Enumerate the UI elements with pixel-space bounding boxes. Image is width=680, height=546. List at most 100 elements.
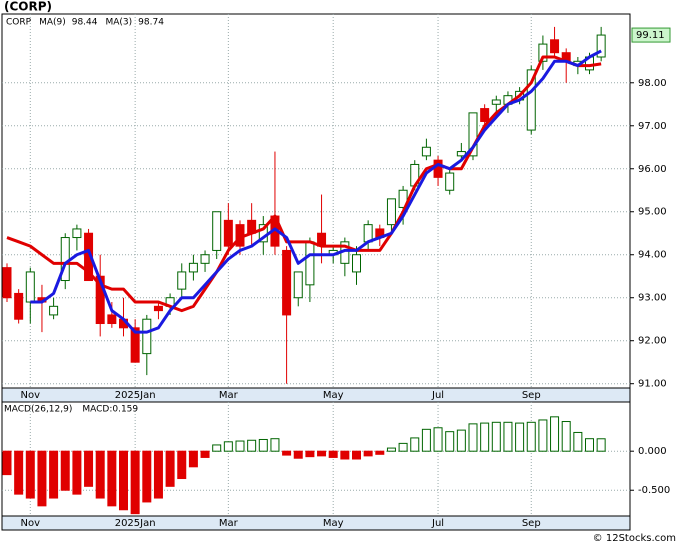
- macd-bar: [200, 450, 210, 458]
- macd-bar: [119, 450, 128, 511]
- candle-body: [212, 211, 222, 251]
- macd-bar: [60, 450, 70, 491]
- candle-body: [107, 314, 117, 325]
- footer: © 12Stocks.com: [593, 533, 676, 544]
- panel-title: MACD(26,12,9): [4, 405, 72, 415]
- macd-bar: [596, 438, 606, 452]
- candle-body: [480, 108, 490, 122]
- macd-bar: [340, 450, 350, 460]
- macd-bar: [515, 422, 525, 452]
- candle-body: [491, 99, 501, 105]
- candle-body: [95, 275, 105, 325]
- candle-body: [386, 198, 396, 226]
- macd-bar: [95, 450, 105, 499]
- macd-bar: [37, 450, 47, 507]
- macd-bar: [130, 450, 140, 515]
- candle-body: [200, 254, 210, 264]
- candle-body: [433, 159, 443, 178]
- macd-bar: [107, 450, 117, 507]
- y-tick-label: 98.00: [638, 78, 667, 89]
- macd-bar: [2, 450, 12, 476]
- x-tick-label: Sep: [522, 518, 541, 529]
- candle-body: [25, 271, 35, 303]
- macd-bar: [49, 450, 59, 499]
- candle-body: [177, 271, 187, 290]
- x-tick-label: Nov: [21, 518, 41, 529]
- candle-body: [550, 39, 560, 54]
- macd-bar: [270, 438, 280, 452]
- macd-bar: [223, 441, 233, 452]
- macd-bar: [445, 431, 455, 452]
- macd-bar: [503, 421, 513, 452]
- y-tick-label: 0.000: [638, 446, 667, 457]
- y-tick-label: 96.00: [638, 164, 667, 175]
- candle-body: [526, 69, 536, 131]
- y-tick-label: 94.00: [638, 250, 667, 261]
- price-label: 99.11: [636, 30, 665, 41]
- macd-bar: [153, 450, 163, 499]
- macd-bar: [72, 450, 82, 495]
- y-tick-label: 92.00: [638, 336, 667, 347]
- y-tick-label: 93.00: [638, 293, 667, 304]
- macd-bar: [317, 450, 327, 457]
- macd-bar: [386, 447, 396, 452]
- legend-value: 98.74: [138, 18, 164, 28]
- macd-bar: [282, 450, 292, 456]
- candle-body: [49, 305, 59, 316]
- legend-entry: MA(3): [106, 18, 133, 28]
- macd-bar: [573, 431, 583, 452]
- y-tick-label: -0.500: [638, 485, 670, 496]
- macd-bar: [480, 422, 490, 452]
- macd-bar: [433, 427, 443, 452]
- macd-bar: [538, 419, 548, 452]
- x-axis-band: [2, 388, 630, 402]
- y-tick-label: 91.00: [638, 379, 667, 390]
- macd-bar: [84, 450, 94, 487]
- x-tick-label: 2025Jan: [115, 518, 156, 529]
- x-tick-label: May: [323, 518, 344, 529]
- candle-body: [282, 249, 292, 316]
- candle-body: [153, 305, 163, 312]
- x-tick-label: 2025Jan: [115, 390, 156, 401]
- macd-bar: [398, 442, 408, 452]
- y-tick-label: 95.00: [638, 207, 667, 218]
- macd-bar: [25, 450, 35, 499]
- y-tick-label: 97.00: [638, 121, 667, 132]
- x-tick-label: Mar: [219, 390, 239, 401]
- macd-bar: [375, 450, 385, 455]
- candle-body: [421, 146, 431, 157]
- macd-bar: [585, 438, 594, 452]
- price-box: [631, 27, 671, 43]
- macd-bar: [142, 450, 152, 503]
- macd-bar: [212, 444, 222, 452]
- x-tick-label: Jul: [431, 390, 444, 401]
- legend-entry: MA(9): [39, 18, 66, 28]
- candle-body: [2, 267, 12, 299]
- legend-value: 98.44: [72, 18, 98, 28]
- macd-bar: [165, 450, 175, 487]
- candle-body: [305, 241, 315, 286]
- macd-bar: [305, 450, 315, 458]
- x-tick-label: May: [323, 390, 344, 401]
- x-axis-band: [2, 516, 630, 530]
- macd-bar: [177, 450, 187, 480]
- macd-bar: [456, 429, 466, 452]
- candle-body: [352, 254, 361, 273]
- ma-line: [30, 49, 602, 334]
- legend-name: CORP: [6, 18, 32, 28]
- macd-bar: [468, 423, 478, 452]
- x-tick-label: Sep: [522, 390, 541, 401]
- candle-body: [72, 228, 82, 239]
- macd-bar: [352, 450, 361, 460]
- candle-body: [14, 292, 24, 320]
- macd-bar: [421, 428, 431, 452]
- x-tick-label: Nov: [21, 390, 41, 401]
- candle-body: [398, 189, 408, 208]
- candle-body: [538, 43, 548, 62]
- candle-body: [445, 172, 455, 191]
- macd-bar: [188, 450, 198, 468]
- macd-bar: [363, 450, 373, 457]
- candle-body: [142, 318, 152, 355]
- candle-body: [468, 112, 478, 157]
